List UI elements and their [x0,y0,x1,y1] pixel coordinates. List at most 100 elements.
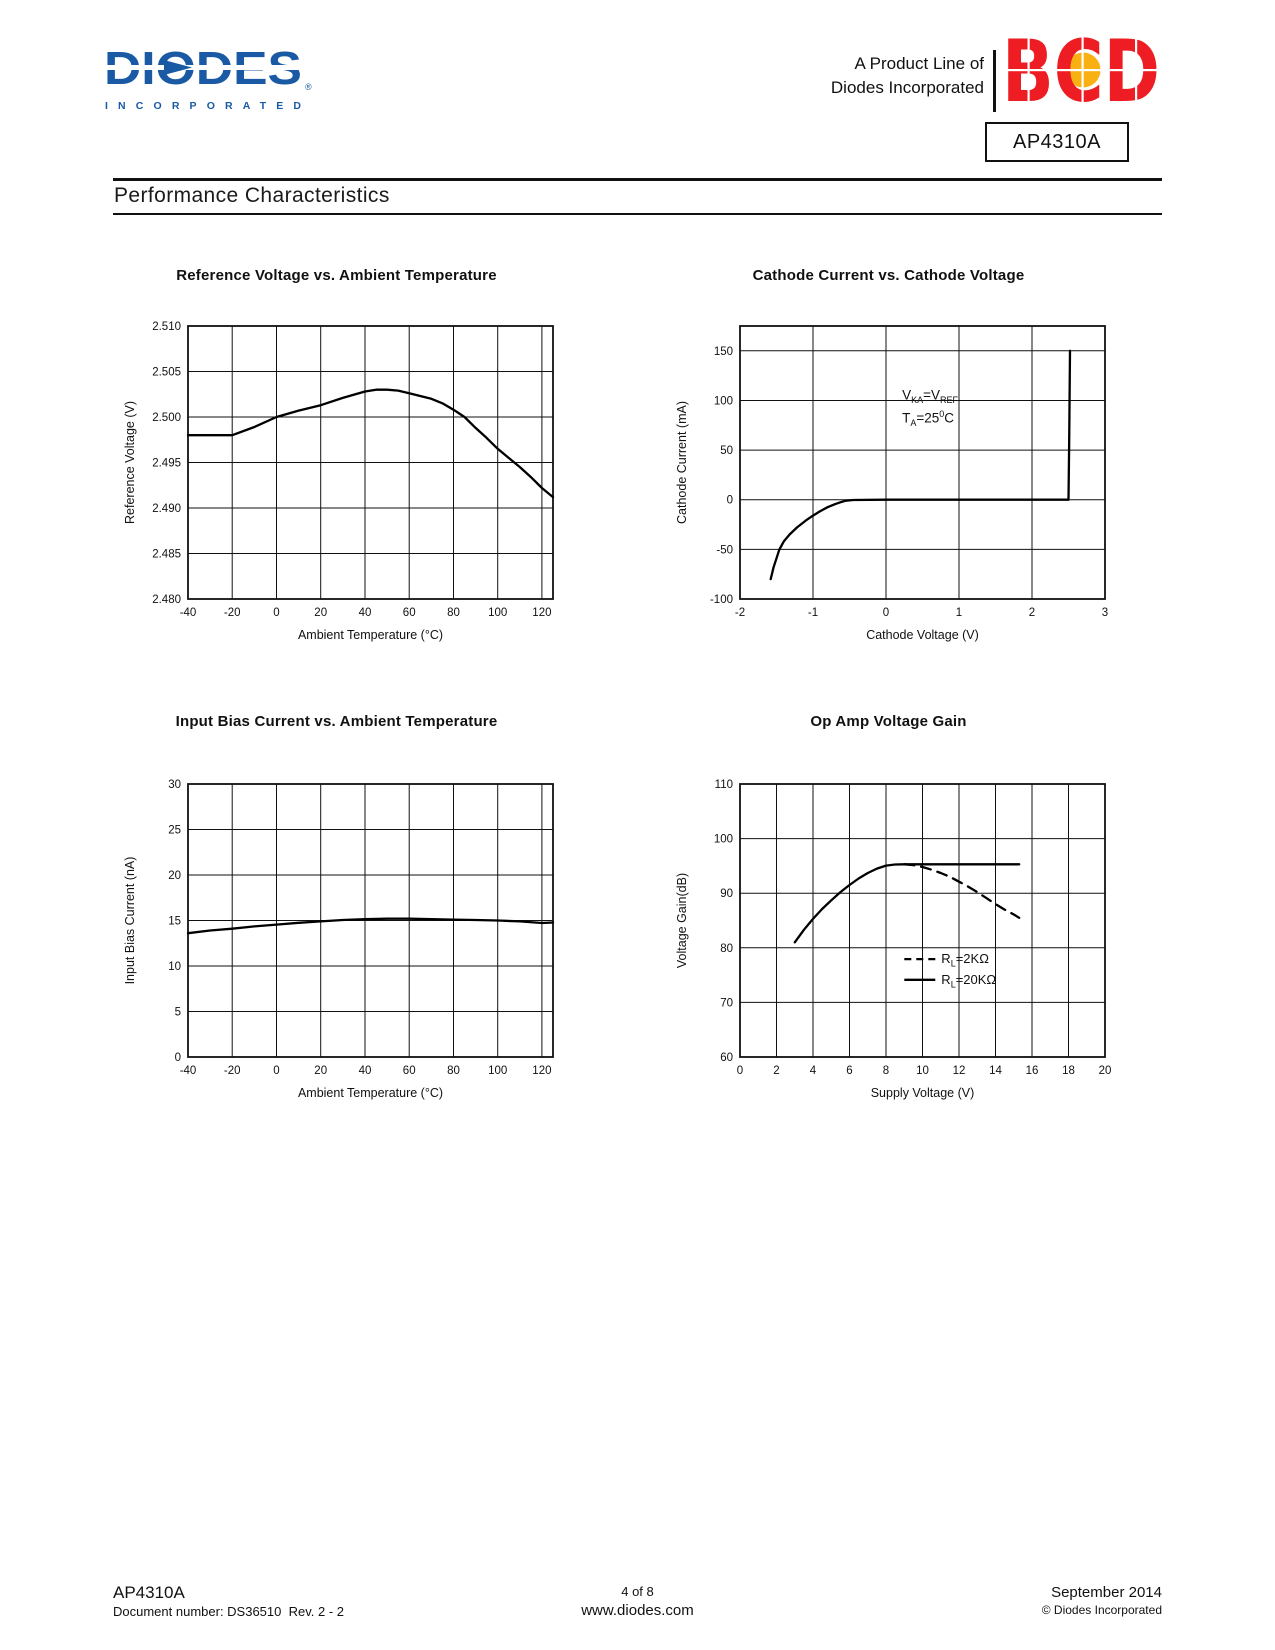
svg-text:16: 16 [1026,1065,1039,1077]
chart-annotation: TA=250C [902,409,954,428]
svg-text:-20: -20 [224,607,241,619]
incorporated-label: INCORPORATED [105,100,301,112]
part-number-box: AP4310A [985,122,1129,162]
svg-text:70: 70 [720,997,733,1009]
svg-text:-50: -50 [716,544,733,556]
footer-document-number: Document number: DS36510 Rev. 2 - 2 [113,1604,344,1619]
diodes-logo-icon: DIODES ® INCORPORATED [104,44,312,112]
tagline-line1: A Product Line of [854,54,984,73]
svg-text:50: 50 [720,445,733,457]
chart-title: Cathode Current vs. Cathode Voltage [752,267,1025,284]
legend-label: RL=20KΩ [941,972,996,990]
svg-text:2.480: 2.480 [152,594,181,606]
tagline-line2: Diodes Incorporated [830,78,984,97]
x-axis-label: Ambient Temperature (°C) [298,628,443,642]
footer-center: 4 of 8 www.diodes.com [0,1583,1275,1621]
svg-text:80: 80 [720,943,733,955]
svg-text:2.485: 2.485 [152,549,181,561]
chart-plot: -2 -1 0 1 2 3 -100 -50 0 50 100 150 VKA=VREF TA=250C C… [675,325,1108,642]
svg-text:150: 150 [714,346,733,358]
bcd-cut-v1 [1027,37,1030,105]
svg-text:3: 3 [1102,607,1108,619]
chart-title: Input Bias Current vs. Ambient Temperatu… [175,713,498,730]
series-RL-20K-ohm [793,863,1021,944]
svg-text:10: 10 [168,961,181,973]
y-axis-label: Voltage Gain(dB) [675,873,689,968]
x-axis-label: Supply Voltage (V) [871,1086,975,1100]
x-axis-label: Cathode Voltage (V) [866,628,979,642]
section-title: Performance Characteristics [114,184,390,207]
svg-text:120: 120 [532,607,551,619]
svg-text:2.505: 2.505 [152,367,181,379]
svg-text:0: 0 [273,607,279,619]
series-input-bias-current [186,917,555,935]
svg-text:2.500: 2.500 [152,412,181,424]
chart-cathode-current-vs-cathode-voltage: Cathode Current vs. Cathode Voltage -2 -1… [660,266,1117,650]
footer-left: AP4310A Document number: DS36510 Rev. 2 … [113,1583,344,1621]
svg-text:40: 40 [359,607,372,619]
chart-plot: 0 2 4 6 8 10 12 14 16 18 20 60 70 80 90 100 110 RL=2KΩ RL=… [675,779,1112,1100]
svg-text:20: 20 [168,870,181,882]
footer-page-number: 4 of 8 [621,1584,654,1599]
y-axis-label: Reference Voltage (V) [123,401,137,524]
svg-text:120: 120 [532,1065,551,1077]
footer-copyright: © Diodes Incorporated [1041,1603,1162,1617]
svg-text:4: 4 [810,1065,817,1077]
legend-label: RL=2KΩ [941,951,989,969]
x-axis-label: Ambient Temperature (°C) [298,1086,443,1100]
svg-text:100: 100 [488,1065,507,1077]
registered-mark: ® [305,82,312,92]
svg-text:0: 0 [175,1052,181,1064]
bcd-cut-v3 [1135,37,1138,105]
svg-text:90: 90 [720,888,733,900]
svg-text:0: 0 [883,607,889,619]
bcd-cut-v2 [1081,37,1084,105]
svg-text:25: 25 [168,825,181,837]
svg-text:2.495: 2.495 [152,458,181,470]
svg-text:-2: -2 [735,607,745,619]
chart-title: Reference Voltage vs. Ambient Temperatur… [176,267,497,284]
svg-text:-1: -1 [808,607,818,619]
footer-website-link[interactable]: www.diodes.com [581,1602,694,1619]
chart-reference-voltage-vs-ambient-temperature: Reference Voltage vs. Ambient Temperatur… [108,266,565,650]
svg-text:100: 100 [714,396,733,408]
svg-text:20: 20 [314,607,327,619]
svg-text:18: 18 [1062,1065,1075,1077]
part-number: AP4310A [1012,130,1101,153]
svg-text:2: 2 [1029,607,1035,619]
svg-text:14: 14 [989,1065,1002,1077]
y-axis-label: Cathode Current (mA) [675,401,689,524]
chart-plot: -40 -20 0 20 40 60 80 100 120 0 5 10 15 20 25 30 Ambient… [123,779,555,1100]
chart-title: Op Amp Voltage Gain [810,713,967,730]
footer-date: September 2014 [1051,1584,1162,1601]
svg-text:-40: -40 [180,1065,197,1077]
svg-text:20: 20 [1099,1065,1112,1077]
svg-text:0: 0 [273,1065,279,1077]
chart-annotation: VKA=VREF [902,388,958,406]
header-divider [993,50,996,112]
svg-text:5: 5 [175,1007,181,1019]
svg-text:110: 110 [715,779,733,791]
svg-text:0: 0 [737,1065,743,1077]
svg-text:40: 40 [359,1065,372,1077]
svg-text:6: 6 [846,1065,852,1077]
logo-arrow-icon [164,60,192,75]
svg-text:100: 100 [714,834,733,846]
series-reference-voltage [186,388,555,499]
footer-part-number: AP4310A [113,1583,185,1602]
chart-canvas: -40 -20 0 20 40 60 80 100 120 2.480 2.485 2.490 2.49… [108,312,565,650]
chart-plot: -40 -20 0 20 40 60 80 100 120 2.480 2.485 2.490 2.49… [123,321,555,642]
svg-text:0: 0 [727,495,733,507]
chart-canvas: -40 -20 0 20 40 60 80 100 120 0 5 10 15 20 25 30 Ambient… [108,770,565,1108]
product-line-tagline: A Product Line of Diodes Incorporated [788,52,984,100]
chart-op-amp-voltage-gain: Op Amp Voltage Gain 0 2 4 6 8 10 12 14 16 18 20 60 7… [660,712,1117,1108]
svg-text:60: 60 [720,1052,733,1064]
svg-text:100: 100 [488,607,507,619]
svg-text:1: 1 [956,607,962,619]
series-cathode-current [769,349,1072,581]
section-rule-top [113,178,1162,181]
chart-input-bias-current-vs-ambient-temperature: Input Bias Current vs. Ambient Temperatu… [108,712,565,1108]
svg-text:-20: -20 [224,1065,241,1077]
svg-text:2.510: 2.510 [152,321,181,333]
